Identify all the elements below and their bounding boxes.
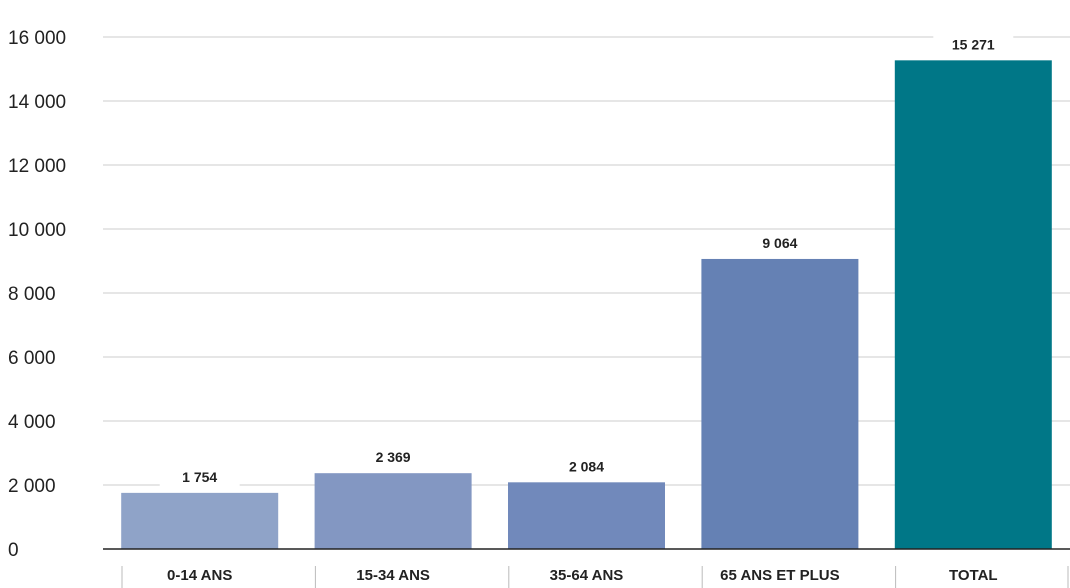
y-tick-label: 16 000 xyxy=(8,28,66,49)
category-label: 65 ANS ET PLUS xyxy=(720,567,839,584)
category-label: 35-64 ANS xyxy=(550,567,624,584)
value-labels: 1 754 2 369 2 084 9 064 15 271 xyxy=(159,31,1014,488)
value-label: 1 754 xyxy=(182,469,217,485)
value-label-background xyxy=(159,463,240,488)
bar xyxy=(701,258,859,549)
category-label: 0-14 ANS xyxy=(167,567,232,584)
y-axis-tick-labels: 0 2 000 4 000 6 000 8 000 10 000 12 000 14 000 1… xyxy=(8,28,66,561)
grid-lines xyxy=(103,36,1070,486)
y-tick-label: 12 000 xyxy=(8,156,66,177)
bar xyxy=(508,482,665,549)
y-tick-label: 10 000 xyxy=(8,220,66,241)
y-tick-label: 14 000 xyxy=(8,92,66,113)
bar xyxy=(314,473,472,549)
value-label-background xyxy=(546,453,627,478)
bars xyxy=(121,60,1052,549)
y-tick-label: 0 xyxy=(8,540,19,561)
category-label: 15-34 ANS xyxy=(356,567,430,584)
value-label: 15 271 xyxy=(952,36,995,52)
value-label: 9 064 xyxy=(762,235,797,251)
bar xyxy=(121,492,279,549)
value-label-background xyxy=(353,444,434,469)
value-label-background xyxy=(739,229,820,254)
category-label: TOTAL xyxy=(949,567,998,584)
value-label-background xyxy=(933,31,1014,56)
y-tick-label: 8 000 xyxy=(8,284,56,305)
value-label: 2 084 xyxy=(569,458,604,474)
x-axis-category-labels: 0-14 ANS 15-34 ANS 35-64 ANS 65 ANS ET PLUS… xyxy=(121,566,1069,588)
y-tick-label: 4 000 xyxy=(8,412,56,433)
y-tick-label: 2 000 xyxy=(8,476,56,497)
y-tick-label: 6 000 xyxy=(8,348,56,369)
value-label: 2 369 xyxy=(376,449,411,465)
bar xyxy=(894,60,1052,549)
